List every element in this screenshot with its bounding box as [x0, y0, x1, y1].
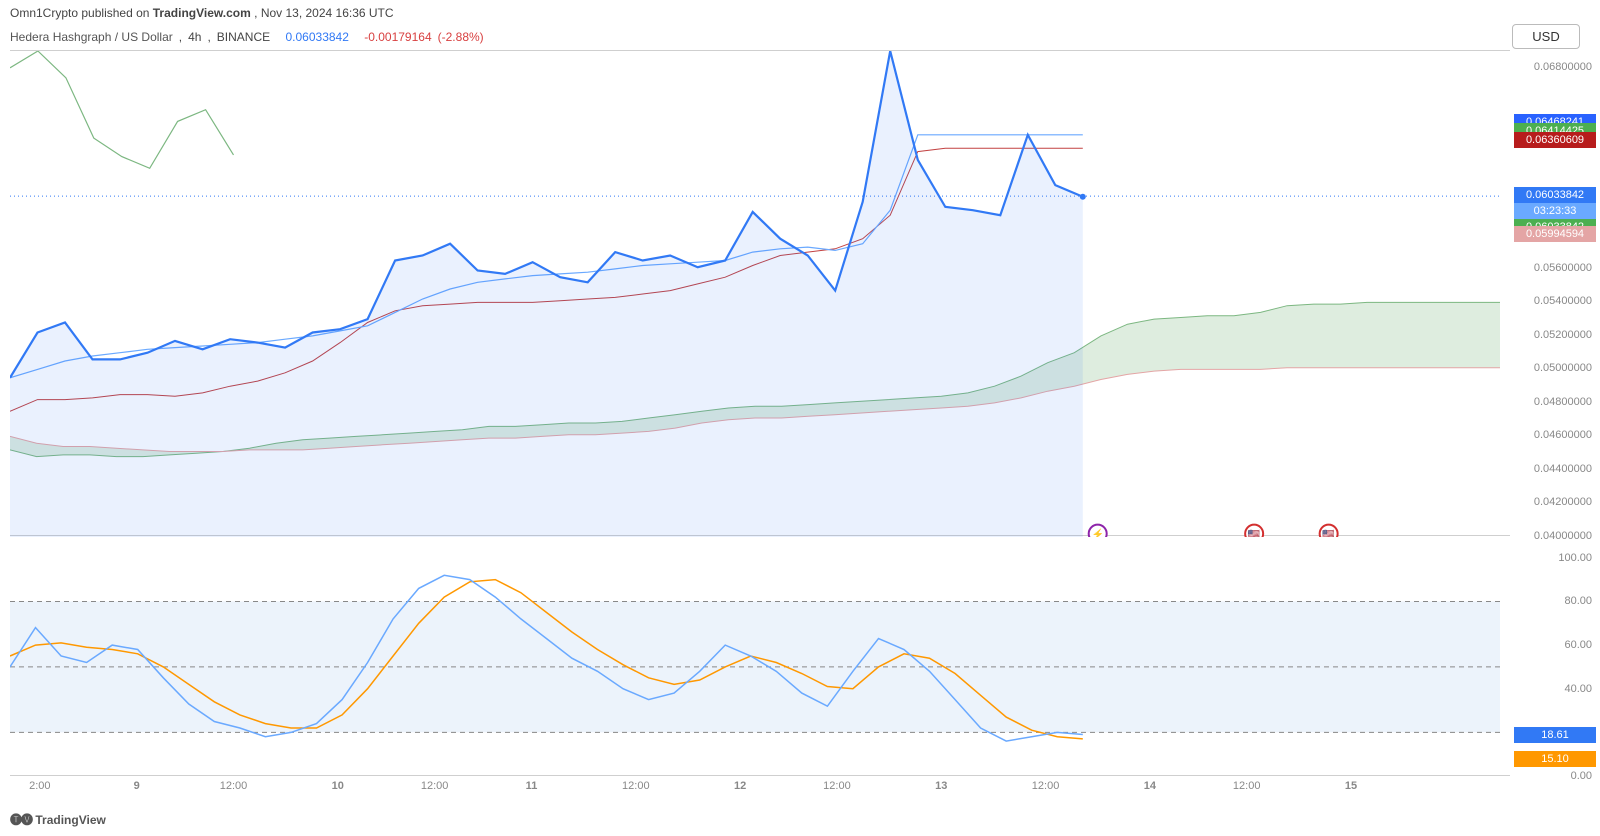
interval: 4h — [188, 30, 201, 44]
ytick: 0.04000000 — [1534, 530, 1592, 542]
xtick: 9 — [134, 780, 140, 792]
sub-panel[interactable] — [10, 536, 1510, 776]
change-pct: (-2.88%) — [438, 30, 484, 44]
indicator-tag: 18.61 — [1514, 727, 1596, 743]
xtick: 13 — [935, 780, 947, 792]
publish-time: Nov 13, 2024 16:36 UTC — [261, 6, 394, 20]
xtick: 15 — [1345, 780, 1357, 792]
xtick: 12:00 — [823, 780, 851, 792]
ytick: 80.00 — [1564, 595, 1592, 607]
ytick: 0.05200000 — [1534, 329, 1592, 341]
xtick: 12 — [734, 780, 746, 792]
ytick: 40.00 — [1564, 683, 1592, 695]
ytick: 100.00 — [1558, 552, 1592, 564]
xtick: 10 — [332, 780, 344, 792]
xtick: 11 — [526, 780, 538, 792]
currency-box: USD — [1512, 24, 1580, 49]
xtick: 12:00 — [1032, 780, 1060, 792]
price-tag: 03:23:33 — [1514, 203, 1596, 219]
pair-name: Hedera Hashgraph / US Dollar — [10, 30, 173, 44]
xtick: 2:00 — [29, 780, 50, 792]
xtick: 12:00 — [421, 780, 449, 792]
ytick: 60.00 — [1564, 639, 1592, 651]
last-price: 0.06033842 — [285, 30, 348, 44]
ytick: 0.05400000 — [1534, 295, 1592, 307]
exchange: BINANCE — [217, 30, 270, 44]
price-tag: 0.06033842 — [1514, 187, 1596, 203]
chart-area: ⚡🇺🇸🇺🇸 2:00 9 12:00 10 12:00 11 12:00 12 12:00 13 1… — [10, 50, 1510, 810]
ytick: 0.06800000 — [1534, 61, 1592, 73]
indicator-tag: 15.10 — [1514, 751, 1596, 767]
price-tag: 0.06360609 — [1514, 132, 1596, 148]
price-tag: 0.05994594 — [1514, 226, 1596, 242]
change-abs: -0.00179164 — [364, 30, 431, 44]
ytick: 0.04600000 — [1534, 429, 1592, 441]
chart-title-bar: Hedera Hashgraph / US Dollar , 4h , BINA… — [0, 26, 1600, 50]
currency-selector[interactable]: USD — [1502, 24, 1594, 49]
watermark: 🅣🅥 TradingView — [10, 811, 106, 828]
xtick: 12:00 — [622, 780, 650, 792]
publisher-info: Omn1Crypto published on TradingView.com … — [0, 0, 1600, 26]
xtick: 12:00 — [1233, 780, 1261, 792]
ytick: 0.00 — [1571, 770, 1592, 782]
ytick: 0.04800000 — [1534, 396, 1592, 408]
xtick: 12:00 — [220, 780, 248, 792]
ytick: 0.04400000 — [1534, 463, 1592, 475]
main-panel[interactable]: ⚡🇺🇸🇺🇸 — [10, 50, 1510, 536]
ytick: 0.04200000 — [1534, 496, 1592, 508]
publisher: Omn1Crypto — [10, 6, 78, 20]
ytick: 0.05000000 — [1534, 362, 1592, 374]
ytick: 0.05600000 — [1534, 262, 1592, 274]
site: TradingView.com — [153, 6, 251, 20]
x-axis: 2:00 9 12:00 10 12:00 11 12:00 12 12:00 13 12:00 14… — [10, 776, 1510, 810]
xtick: 14 — [1144, 780, 1156, 792]
